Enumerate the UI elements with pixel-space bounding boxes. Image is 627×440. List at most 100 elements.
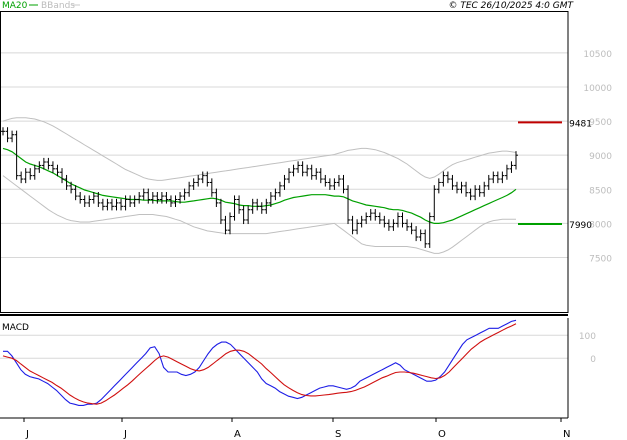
price-tick-label: 9000	[589, 152, 612, 162]
ohlc-bar	[28, 168, 33, 180]
ohlc-bar	[464, 181, 469, 197]
price-tick-label: 10000	[583, 84, 612, 94]
ohlc-bar	[5, 127, 10, 143]
ohlc-bar	[1, 127, 5, 136]
ohlc-bar	[128, 195, 133, 207]
ohlc-bar	[146, 188, 151, 204]
ohlc-bar	[318, 168, 323, 184]
ohlc-bar	[473, 185, 478, 201]
ohlc-bar	[273, 188, 278, 201]
ohlc-bar	[46, 157, 51, 170]
ohlc-bar	[32, 164, 37, 180]
ohlc-bar	[78, 192, 83, 204]
x-tick-label: A	[234, 429, 241, 440]
ohlc-bar	[268, 192, 273, 207]
bband-lower-line	[2, 175, 516, 254]
ohlc-bar	[495, 171, 500, 184]
ohlc-bar	[500, 171, 505, 184]
ohlc-bar	[119, 198, 124, 211]
ohlc-bar	[377, 212, 382, 225]
ohlc-bar	[491, 171, 496, 184]
ohlc-bar	[209, 178, 214, 197]
ohlc-bar	[482, 181, 487, 197]
ohlc-bar	[14, 130, 19, 180]
ohlc-bar	[23, 168, 28, 184]
ohlc-bar	[400, 212, 405, 228]
ohlc-bar	[359, 215, 364, 228]
ohlc-bar	[300, 161, 305, 177]
ohlc-bar	[64, 174, 69, 190]
ohlc-bar	[73, 185, 78, 201]
ohlc-bar	[109, 198, 114, 211]
macd-title: MACD	[2, 323, 29, 333]
ohlc-bar	[69, 181, 74, 194]
ohlc-bar	[418, 229, 423, 242]
ohlc-bar	[409, 222, 414, 235]
ohlc-bar	[259, 202, 264, 214]
ohlc-bar	[173, 195, 178, 207]
ohlc-bar	[178, 192, 183, 204]
ohlc-bar	[150, 192, 155, 204]
ohlc-bar	[336, 174, 341, 187]
ohlc-bar	[432, 185, 437, 221]
ohlc-bar	[441, 171, 446, 187]
ohlc-bar	[450, 174, 455, 190]
ohlc-bar	[405, 219, 410, 231]
legend-ma: MA20	[2, 1, 28, 11]
ohlc-bar	[323, 174, 328, 187]
ohlc-bar	[50, 161, 55, 173]
ohlc-bar	[386, 219, 391, 231]
ohlc-bar	[164, 192, 169, 204]
ohlc-bar	[327, 178, 332, 190]
price-panel-border	[0, 11, 569, 313]
ohlc-bar	[237, 195, 242, 214]
ohlc-bar	[55, 164, 60, 177]
price-panel: 7500 8000 8500 9000 9500 10000 10500 9481 7990	[0, 50, 612, 264]
ohlc-bar	[100, 198, 105, 211]
ohlc-bar	[123, 195, 128, 211]
ohlc-bar	[309, 164, 314, 180]
ohlc-bar	[291, 164, 296, 177]
x-tick-label: O	[438, 429, 446, 440]
price-tick-label: 10500	[583, 50, 612, 60]
ohlc-bar	[155, 192, 160, 204]
ohlc-bar	[305, 164, 310, 177]
ohlc-bar	[382, 215, 387, 228]
ohlc-bar	[445, 171, 450, 184]
ohlc-bar	[250, 198, 255, 214]
ohlc-bar	[37, 161, 42, 173]
ohlc-bar	[391, 219, 396, 231]
ohlc-bar	[182, 188, 187, 201]
ohlc-bar	[395, 212, 400, 228]
price-tick-label: 8500	[589, 186, 612, 196]
ohlc-bar	[264, 198, 269, 214]
macd-tick-label: 0	[590, 355, 596, 365]
ohlc-bar	[191, 178, 196, 190]
ohlc-bar	[477, 185, 482, 197]
bband-upper-line	[2, 117, 517, 181]
ohlc-bar	[218, 198, 223, 225]
x-tick-label: S	[335, 429, 341, 440]
ohlc-bar	[60, 168, 65, 184]
ohlc-bar	[346, 185, 351, 225]
price-tick-label: 7500	[589, 254, 612, 264]
ohlc-bar	[105, 198, 110, 211]
ohlc-bar	[427, 212, 432, 248]
ohlc-bar	[10, 130, 15, 143]
ohlc-bar	[200, 171, 205, 184]
macd-tick-label: 100	[579, 332, 596, 342]
ohlc-bar	[414, 226, 419, 242]
ohlc-bar	[91, 192, 96, 204]
ohlc-bar	[255, 198, 260, 211]
ohlc-bar	[459, 181, 464, 194]
ohlc-bar	[168, 195, 173, 207]
ohlc-bar	[96, 192, 101, 207]
level-label-7990: 7990	[569, 221, 592, 231]
macd-panel: 100 0 MACD	[0, 319, 596, 406]
ohlc-bar	[246, 205, 251, 225]
x-tick-label: N	[563, 429, 570, 440]
ohlc-bar	[341, 174, 346, 194]
ohlc-bar	[159, 192, 164, 204]
level-label-9481: 9481	[569, 119, 592, 129]
